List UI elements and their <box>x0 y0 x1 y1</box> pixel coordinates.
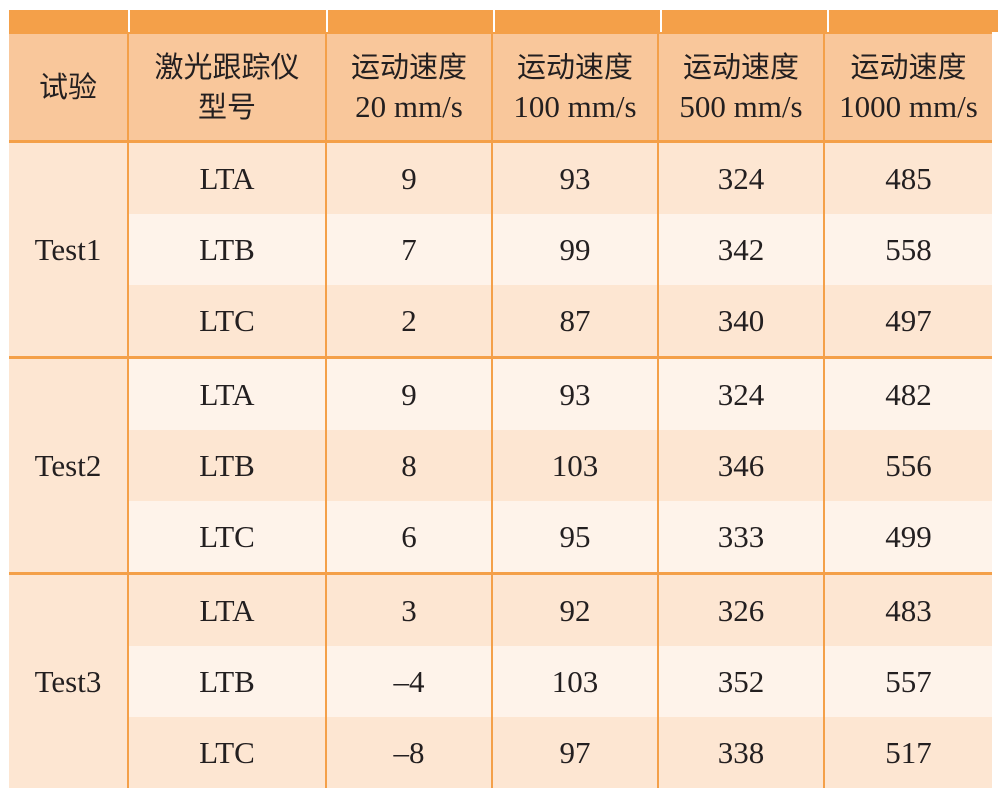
group-label: Test1 <box>9 142 128 358</box>
header-speed-100-line-2: 100 mm/s <box>513 89 636 124</box>
cell-model: LTC <box>128 285 326 358</box>
cell-value: 2 <box>326 285 492 358</box>
cell-value: 324 <box>658 358 824 431</box>
strip-segment <box>829 10 998 32</box>
cell-value: 8 <box>326 430 492 501</box>
cell-model: LTA <box>128 358 326 431</box>
header-model-line-1: 激光跟踪仪 <box>154 50 299 84</box>
cell-value: 326 <box>658 574 824 647</box>
data-table-container: 试验 激光跟踪仪型号 运动速度 20 mm/s 运动速度 100 mm/s 运动速度… <box>9 10 992 777</box>
cell-value: 485 <box>824 142 992 215</box>
header-speed-500: 运动速度 500 mm/s <box>658 33 824 142</box>
cell-value: 483 <box>824 574 992 647</box>
header-top-strip <box>9 10 992 32</box>
table-row: LTB –4 103 352 557 <box>9 646 992 717</box>
header-speed-100-line-1: 运动速度 <box>517 50 633 84</box>
cell-value: 340 <box>658 285 824 358</box>
cell-value: 352 <box>658 646 824 717</box>
cell-value: 3 <box>326 574 492 647</box>
header-speed-1000-line-1: 运动速度 <box>850 50 966 84</box>
data-table: 试验 激光跟踪仪型号 运动速度 20 mm/s 运动速度 100 mm/s 运动速度… <box>9 32 992 788</box>
header-test: 试验 <box>9 33 128 142</box>
header-speed-100: 运动速度 100 mm/s <box>492 33 658 142</box>
cell-model: LTB <box>128 214 326 285</box>
strip-segment <box>662 10 827 32</box>
cell-value: 499 <box>824 501 992 574</box>
cell-value: 93 <box>492 358 658 431</box>
cell-value: 6 <box>326 501 492 574</box>
strip-segment <box>130 10 326 32</box>
cell-model: LTB <box>128 646 326 717</box>
cell-value: 497 <box>824 285 992 358</box>
cell-value: 9 <box>326 358 492 431</box>
header-speed-20: 运动速度 20 mm/s <box>326 33 492 142</box>
group-label: Test3 <box>9 574 128 788</box>
cell-value: 557 <box>824 646 992 717</box>
cell-value: 87 <box>492 285 658 358</box>
table-row: LTC 2 87 340 497 <box>9 285 992 358</box>
header-model: 激光跟踪仪型号 <box>128 33 326 142</box>
cell-model: LTA <box>128 142 326 215</box>
cell-value: 92 <box>492 574 658 647</box>
header-test-line-1: 试验 <box>39 70 97 104</box>
cell-value: 558 <box>824 214 992 285</box>
header-speed-500-line-1: 运动速度 <box>683 50 799 84</box>
table-row: Test1 LTA 9 93 324 485 <box>9 142 992 215</box>
cell-value: 103 <box>492 646 658 717</box>
strip-segment <box>9 10 128 32</box>
header-speed-1000: 运动速度 1000 mm/s <box>824 33 992 142</box>
table-row: LTB 7 99 342 558 <box>9 214 992 285</box>
cell-value: 482 <box>824 358 992 431</box>
cell-model: LTC <box>128 717 326 788</box>
cell-value: 93 <box>492 142 658 215</box>
cell-value: 517 <box>824 717 992 788</box>
cell-value: 556 <box>824 430 992 501</box>
cell-model: LTC <box>128 501 326 574</box>
table-body: Test1 LTA 9 93 324 485 LTB 7 99 342 558 … <box>9 142 992 788</box>
table-row: Test2 LTA 9 93 324 482 <box>9 358 992 431</box>
cell-model: LTB <box>128 430 326 501</box>
table-row: Test3 LTA 3 92 326 483 <box>9 574 992 647</box>
cell-value: –8 <box>326 717 492 788</box>
cell-value: 95 <box>492 501 658 574</box>
header-row: 试验 激光跟踪仪型号 运动速度 20 mm/s 运动速度 100 mm/s 运动速度… <box>9 33 992 142</box>
cell-value: 99 <box>492 214 658 285</box>
strip-segment <box>495 10 660 32</box>
strip-segment <box>328 10 493 32</box>
group-label: Test2 <box>9 358 128 574</box>
cell-model: LTA <box>128 574 326 647</box>
table-row: LTC 6 95 333 499 <box>9 501 992 574</box>
cell-value: 324 <box>658 142 824 215</box>
header-speed-500-line-2: 500 mm/s <box>679 89 802 124</box>
header-model-line-2: 型号 <box>198 90 256 124</box>
cell-value: 7 <box>326 214 492 285</box>
header-speed-20-line-2: 20 mm/s <box>355 89 463 124</box>
cell-value: 103 <box>492 430 658 501</box>
header-speed-20-line-1: 运动速度 <box>351 50 467 84</box>
cell-value: 333 <box>658 501 824 574</box>
cell-value: 346 <box>658 430 824 501</box>
cell-value: 9 <box>326 142 492 215</box>
table-row: LTC –8 97 338 517 <box>9 717 992 788</box>
cell-value: 338 <box>658 717 824 788</box>
table-row: LTB 8 103 346 556 <box>9 430 992 501</box>
header-speed-1000-line-2: 1000 mm/s <box>839 89 978 124</box>
cell-value: 342 <box>658 214 824 285</box>
cell-value: –4 <box>326 646 492 717</box>
cell-value: 97 <box>492 717 658 788</box>
